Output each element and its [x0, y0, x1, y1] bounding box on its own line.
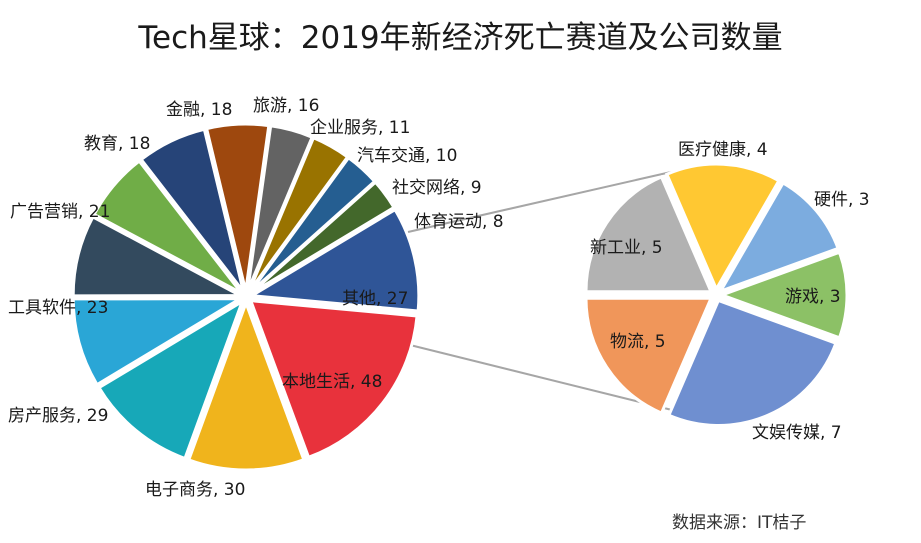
breakout-slice-2 [584, 296, 714, 416]
breakout-pie [584, 162, 849, 427]
breakout-data-label-1: 文娱传媒, 7 [752, 423, 842, 443]
main-data-label-10: 企业服务, 11 [310, 118, 410, 138]
main-data-label-1: 其他, 27 [342, 289, 408, 309]
main-slice-6 [71, 214, 241, 298]
connector-line-bottom [409, 344, 681, 413]
main-data-label-11: 汽车交通, 10 [357, 146, 457, 166]
main-data-label-7: 教育, 18 [84, 134, 150, 154]
main-slice-8 [139, 127, 245, 293]
connector-lines [407, 171, 681, 413]
main-data-label-2: 本地生活, 48 [282, 372, 382, 392]
main-slice-4 [96, 298, 246, 461]
breakout-slice-5 [717, 180, 840, 294]
chart-title: Tech星球：2019年新经济死亡赛道及公司数量 [138, 20, 783, 56]
main-data-label-9: 旅游, 16 [253, 96, 319, 116]
data-labels: 其他, 27 本地生活, 48 电子商务, 30 房产服务, 29 工具软件, 23 广告… [8, 96, 870, 500]
main-data-label-3: 电子商务, 30 [145, 480, 245, 500]
breakout-data-label-3: 新工业, 5 [590, 238, 663, 258]
breakout-data-label-6: 游戏, 3 [785, 287, 841, 307]
breakout-slice-4 [664, 162, 781, 293]
main-data-label-4: 房产服务, 29 [8, 406, 108, 426]
breakout-slice-1 [666, 298, 838, 427]
breakout-slice-6 [717, 250, 849, 340]
main-data-label-8: 金融, 18 [166, 100, 232, 120]
main-pie [71, 122, 421, 472]
data-source-note: 数据来源：IT桔子 [672, 513, 807, 533]
main-data-label-12: 社交网络, 9 [392, 178, 482, 198]
breakout-data-label-5: 硬件, 3 [814, 190, 870, 210]
main-slice-3 [186, 298, 306, 472]
main-slice-1 [247, 207, 421, 313]
main-slice-2 [248, 298, 419, 460]
connector-line-top [407, 171, 672, 233]
main-slice-7 [92, 158, 243, 295]
main-data-label-13: 体育运动, 8 [414, 212, 504, 232]
main-slice-9 [204, 122, 271, 292]
main-data-label-5: 工具软件, 23 [8, 298, 108, 318]
breakout-data-label-4: 医疗健康, 4 [678, 140, 768, 160]
breakout-data-label-2: 物流, 5 [610, 332, 666, 352]
breakout-slice-3 [584, 174, 714, 294]
main-data-label-6: 广告营销, 21 [10, 202, 110, 222]
main-slice-13 [249, 180, 397, 295]
main-slice-5 [71, 297, 246, 387]
